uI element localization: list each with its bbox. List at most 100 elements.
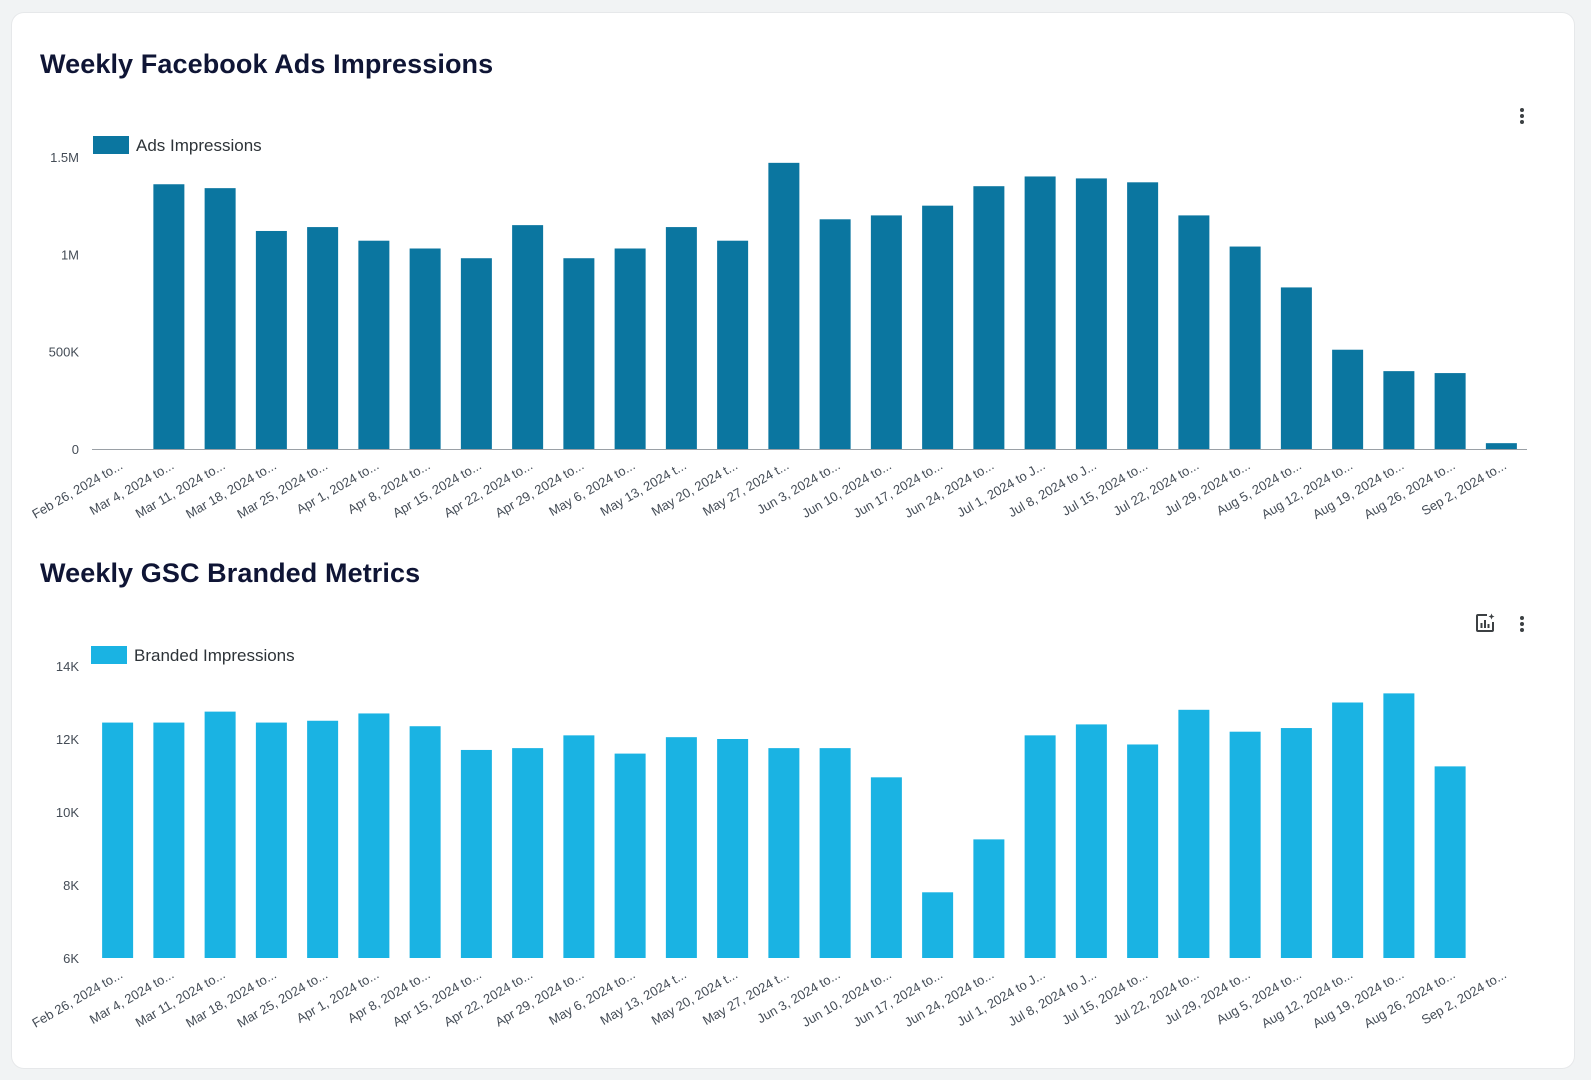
x-tick-label: Jun 10, 2024 to... bbox=[799, 967, 894, 1030]
y-tick-label: 0 bbox=[72, 442, 79, 457]
x-tick-label: Jun 17, 2024 to... bbox=[851, 458, 946, 521]
x-tick-label: Jul 22, 2024 to... bbox=[1111, 967, 1202, 1028]
bar-20 bbox=[1075, 724, 1107, 958]
legend-label: Ads Impressions bbox=[136, 136, 262, 155]
bar-9 bbox=[512, 748, 544, 958]
bar-11 bbox=[614, 753, 646, 958]
x-tick-label: May 6, 2024 to... bbox=[546, 967, 637, 1028]
bar-10 bbox=[563, 258, 595, 449]
x-tick-label: Jul 8, 2024 to J... bbox=[1006, 967, 1099, 1029]
x-tick-label: Aug 26, 2024 to... bbox=[1361, 458, 1457, 522]
bar-22 bbox=[1178, 215, 1210, 449]
x-tick-label: Mar 11, 2024 to... bbox=[133, 458, 228, 521]
bar-22 bbox=[1178, 709, 1210, 958]
more-vert-icon[interactable] bbox=[1509, 103, 1535, 129]
bar-26 bbox=[1383, 371, 1415, 449]
x-tick-label: Jun 10, 2024 to... bbox=[799, 458, 894, 521]
dashboard-card: Weekly Facebook Ads Impressions 0 500K 1M 1… bbox=[12, 13, 1574, 1068]
bar-12 bbox=[665, 227, 697, 449]
bar-13 bbox=[717, 240, 749, 449]
bar-19 bbox=[1024, 176, 1056, 449]
bar-23 bbox=[1229, 731, 1261, 958]
x-tick-label: May 27, 2024 t... bbox=[700, 967, 791, 1028]
x-tick-label: Apr 22, 2024 to... bbox=[441, 967, 535, 1030]
bar-27 bbox=[1434, 373, 1466, 449]
chart-title: Weekly Facebook Ads Impressions bbox=[40, 49, 494, 79]
x-tick-label: Aug 26, 2024 to... bbox=[1361, 967, 1457, 1031]
y-tick-label: 10K bbox=[56, 805, 79, 820]
x-tick-label: Aug 19, 2024 to... bbox=[1310, 458, 1406, 522]
bar-6 bbox=[358, 713, 390, 958]
legend-swatch bbox=[93, 136, 129, 154]
bar-17 bbox=[922, 205, 954, 449]
x-tick-label: Jun 24, 2024 to... bbox=[902, 458, 997, 521]
chart-insights-icon[interactable] bbox=[1472, 610, 1498, 636]
x-tick-label: Aug 12, 2024 to... bbox=[1259, 458, 1355, 522]
y-tick-label: 1.5M bbox=[50, 150, 79, 165]
bar-9 bbox=[512, 225, 544, 449]
bar-19 bbox=[1024, 735, 1056, 958]
x-tick-label: Jul 8, 2024 to J... bbox=[1006, 458, 1099, 520]
x-tick-label: Jun 17, 2024 to... bbox=[851, 967, 946, 1030]
x-tick-label: Apr 15, 2024 to... bbox=[390, 458, 484, 521]
x-tick-label: Sep 2, 2024 to... bbox=[1419, 458, 1509, 519]
bar-7 bbox=[409, 726, 441, 958]
bar-3 bbox=[204, 711, 236, 958]
bar-26 bbox=[1383, 693, 1415, 958]
x-tick-label: May 13, 2024 t... bbox=[598, 967, 689, 1028]
x-tick-label: Apr 29, 2024 to... bbox=[493, 458, 587, 521]
x-tick-label: Jul 1, 2024 to J... bbox=[954, 458, 1047, 520]
gsc-branded-panel: Weekly GSC Branded Metrics 6K 8K 10K 12K 14K… bbox=[12, 523, 1574, 1068]
bar-27 bbox=[1434, 766, 1466, 958]
bar-1 bbox=[102, 722, 134, 958]
x-tick-label: Feb 26, 2024 to... bbox=[29, 458, 125, 522]
bar-8 bbox=[460, 749, 492, 958]
x-tick-label: May 6, 2024 to... bbox=[546, 458, 637, 519]
bar-3 bbox=[204, 188, 236, 449]
x-tick-label: Aug 12, 2024 to... bbox=[1259, 967, 1355, 1031]
x-tick-label: Jul 29, 2024 to... bbox=[1162, 967, 1253, 1028]
ads-impressions-panel: Weekly Facebook Ads Impressions 0 500K 1M 1… bbox=[12, 13, 1574, 533]
bar-25 bbox=[1332, 349, 1364, 449]
y-tick-label: 14K bbox=[56, 659, 79, 674]
x-tick-label: Apr 22, 2024 to... bbox=[441, 458, 535, 521]
bar-21 bbox=[1127, 182, 1159, 449]
y-tick-label: 8K bbox=[63, 878, 79, 893]
x-tick-label: Mar 18, 2024 to... bbox=[183, 458, 279, 522]
bar-2 bbox=[153, 184, 185, 449]
bar-6 bbox=[358, 240, 390, 449]
y-tick-label: 12K bbox=[56, 732, 79, 747]
bar-14 bbox=[768, 162, 800, 449]
more-vert-icon[interactable] bbox=[1509, 611, 1535, 637]
legend-swatch bbox=[91, 646, 127, 664]
y-tick-label: 6K bbox=[63, 951, 79, 966]
x-tick-label: Mar 11, 2024 to... bbox=[133, 967, 228, 1030]
bar-18 bbox=[973, 186, 1005, 449]
bar-20 bbox=[1075, 178, 1107, 449]
bar-18 bbox=[973, 839, 1005, 958]
x-tick-label: Jul 15, 2024 to... bbox=[1059, 458, 1150, 519]
x-tick-label: Jun 24, 2024 to... bbox=[902, 967, 997, 1030]
y-tick-label: 1M bbox=[61, 247, 79, 262]
x-tick-label: Mar 25, 2024 to... bbox=[234, 458, 330, 522]
y-tick-label: 500K bbox=[49, 345, 80, 360]
bar-5 bbox=[307, 720, 339, 958]
x-tick-label: May 27, 2024 t... bbox=[700, 458, 791, 519]
bar-23 bbox=[1229, 246, 1261, 449]
x-tick-label: May 20, 2024 t... bbox=[649, 967, 740, 1028]
bar-10 bbox=[563, 735, 595, 958]
chart-title: Weekly GSC Branded Metrics bbox=[40, 558, 421, 588]
bar-2 bbox=[153, 722, 185, 958]
bar-16 bbox=[870, 215, 902, 449]
bar-24 bbox=[1280, 728, 1312, 958]
bar-14 bbox=[768, 748, 800, 958]
x-tick-label: Aug 19, 2024 to... bbox=[1310, 967, 1406, 1031]
bar-15 bbox=[819, 219, 851, 449]
bar-25 bbox=[1332, 702, 1364, 958]
x-tick-label: Jul 22, 2024 to... bbox=[1111, 458, 1202, 519]
bar-11 bbox=[614, 248, 646, 449]
bar-8 bbox=[460, 258, 492, 449]
bar-13 bbox=[717, 739, 749, 958]
x-tick-label: Mar 25, 2024 to... bbox=[234, 967, 330, 1031]
